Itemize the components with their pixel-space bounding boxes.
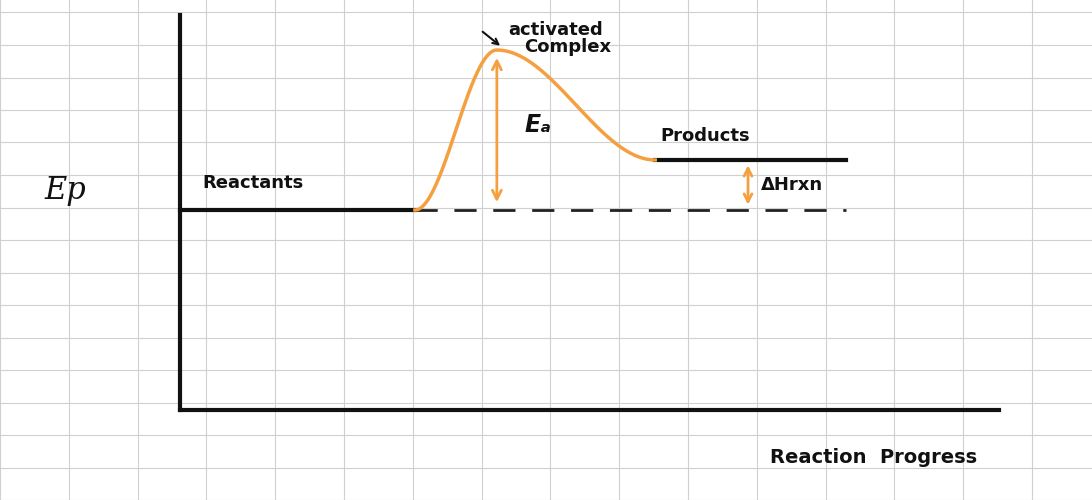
Text: Products: Products [661, 127, 750, 145]
Text: Reactants: Reactants [202, 174, 304, 192]
Text: ΔHrxn: ΔHrxn [761, 176, 823, 194]
Text: Complex: Complex [524, 38, 612, 56]
Text: Eₐ: Eₐ [524, 113, 551, 137]
Text: Reaction  Progress: Reaction Progress [770, 448, 977, 467]
Text: activated: activated [508, 21, 603, 39]
Text: Ep: Ep [45, 174, 86, 206]
